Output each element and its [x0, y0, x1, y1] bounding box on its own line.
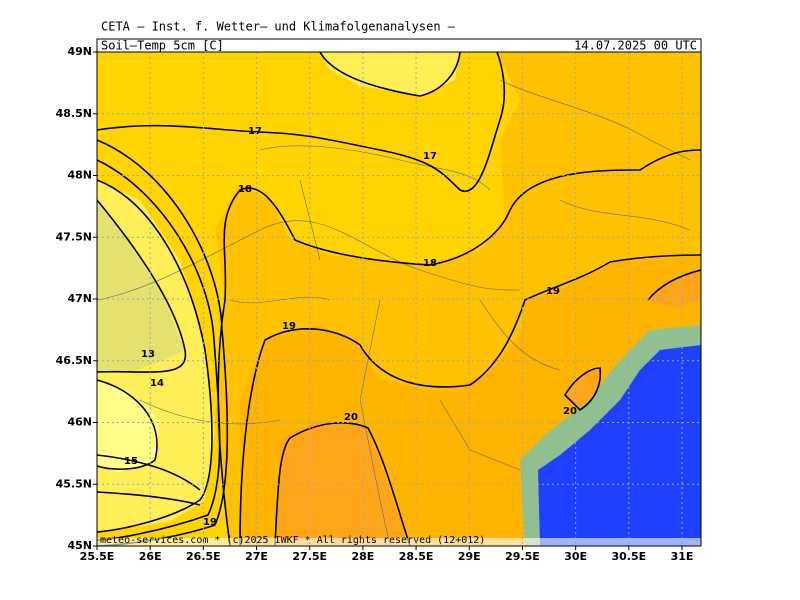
contour-label: 19: [546, 286, 560, 297]
graticule: 17 17 18 18 19 19 13 14 20 20 15 19: [97, 52, 701, 546]
contour-label: 14: [150, 378, 164, 389]
header-title: CETA — Inst. f. Wetter— und Klimafolgena…: [101, 20, 456, 34]
lat-label: 45N: [67, 539, 92, 552]
contour-label: 17: [248, 126, 262, 137]
lat-label: 48N: [67, 169, 92, 182]
lat-label: 46.5N: [56, 354, 92, 367]
footer-band: [97, 538, 701, 546]
field-name: Soil—Temp_5cm_[C]: [101, 39, 224, 53]
lat-label: 47N: [67, 292, 92, 305]
contour-label: 20: [344, 412, 358, 423]
lat-label: 45.5N: [56, 477, 92, 490]
lon-label: 31E: [671, 550, 694, 563]
contour-label: 20: [563, 406, 577, 417]
lon-label: 30.5E: [611, 550, 646, 563]
lon-label: 29E: [458, 550, 481, 563]
lon-label: 27E: [245, 550, 268, 563]
lon-label: 27.5E: [292, 550, 327, 563]
footer-credit: meteo-services.com * (c)2025 IWKF * All …: [100, 535, 485, 546]
sea: [538, 345, 701, 546]
contour-label: 13: [141, 349, 155, 360]
lon-label: 28.5E: [399, 550, 434, 563]
lon-label: 26.5E: [186, 550, 221, 563]
borders: [97, 79, 691, 546]
field-band: [320, 52, 460, 96]
contour-label: 17: [423, 151, 437, 162]
map-area: meteo-services.com * (c)2025 IWKF * All …: [96, 51, 702, 547]
lon-label: 30E: [564, 550, 587, 563]
valid-time: 14.07.2025 00 UTC: [574, 39, 697, 53]
lon-label: 28E: [351, 550, 374, 563]
contour-label: 19: [203, 517, 217, 528]
lon-label: 29.5E: [505, 550, 540, 563]
lat-label: 46N: [67, 416, 92, 429]
lat-label: 48.5N: [56, 107, 92, 120]
field-band: [97, 200, 185, 372]
lat-label: 49N: [67, 45, 92, 58]
contours: [97, 52, 701, 546]
contour-label: 18: [423, 258, 437, 269]
contour-label: 19: [282, 321, 296, 332]
field-band: [275, 270, 701, 546]
field-band: [97, 380, 160, 472]
lat-label: 47.5N: [56, 230, 92, 243]
lon-label: 25.5E: [80, 550, 115, 563]
contour-label: 18: [238, 184, 252, 195]
lon-label: 26E: [139, 550, 162, 563]
contour-label: 15: [124, 456, 138, 467]
